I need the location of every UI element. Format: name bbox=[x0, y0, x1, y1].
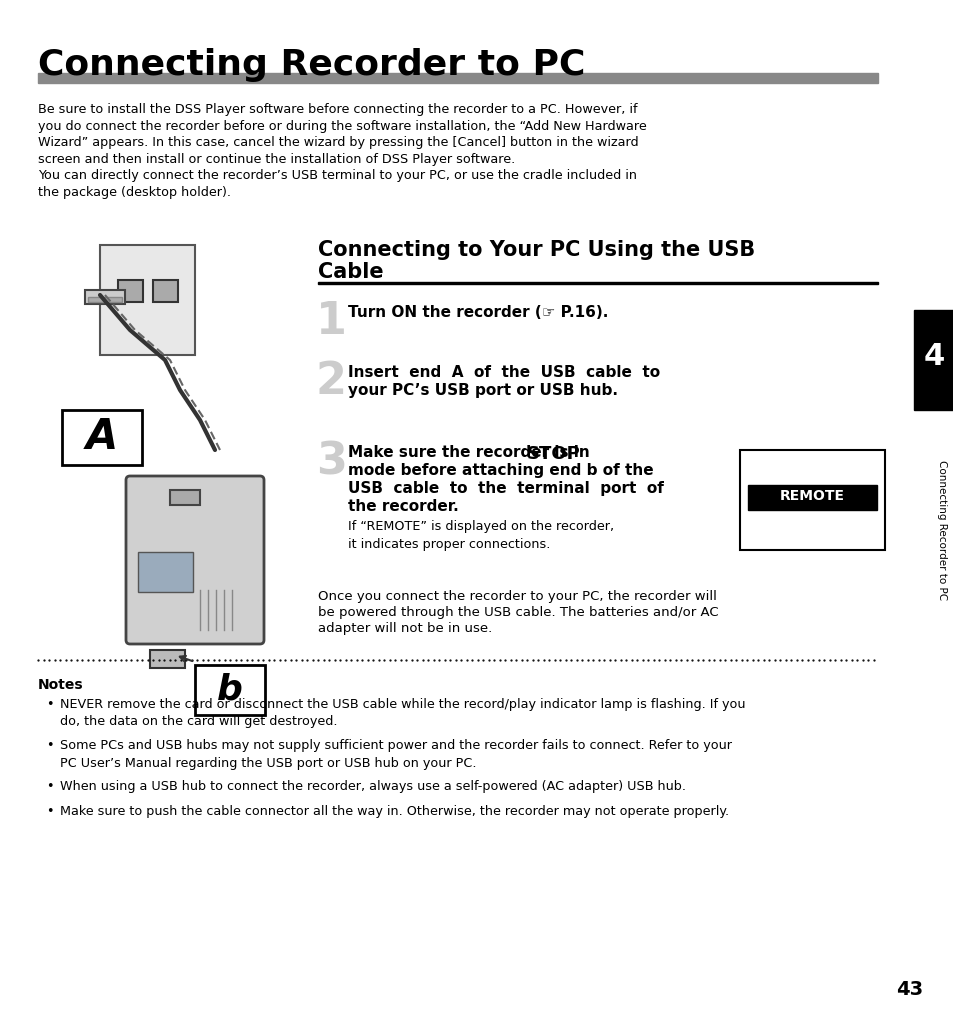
Text: REMOTE: REMOTE bbox=[780, 488, 844, 502]
Bar bbox=[85, 290, 125, 304]
Text: be powered through the USB cable. The batteries and/or AC: be powered through the USB cable. The ba… bbox=[317, 606, 718, 619]
Bar bbox=[317, 282, 877, 284]
Text: Turn ON the recorder (☞ P.16).: Turn ON the recorder (☞ P.16). bbox=[348, 305, 608, 320]
Text: 43: 43 bbox=[896, 980, 923, 999]
Text: adapter will not be in use.: adapter will not be in use. bbox=[317, 622, 492, 635]
Bar bbox=[138, 552, 193, 592]
Text: Connecting Recorder to PC: Connecting Recorder to PC bbox=[38, 48, 585, 82]
Text: Connecting to Your PC Using the USB: Connecting to Your PC Using the USB bbox=[317, 240, 755, 260]
Bar bbox=[100, 245, 194, 355]
Text: NEVER remove the card or disconnect the USB cable while the record/play indicato: NEVER remove the card or disconnect the … bbox=[60, 698, 744, 729]
Text: Insert  end  A  of  the  USB  cable  to: Insert end A of the USB cable to bbox=[348, 365, 659, 380]
Text: 2: 2 bbox=[315, 360, 347, 403]
Bar bbox=[913, 310, 953, 410]
Bar bbox=[150, 650, 185, 668]
Text: Notes: Notes bbox=[38, 678, 84, 692]
Text: When using a USB hub to connect the recorder, always use a self-powered (AC adap: When using a USB hub to connect the reco… bbox=[60, 780, 685, 793]
Text: STOP: STOP bbox=[526, 445, 579, 463]
Bar bbox=[88, 297, 122, 302]
Text: A: A bbox=[86, 416, 118, 458]
Text: Be sure to install the DSS Player software before connecting the recorder to a P: Be sure to install the DSS Player softwa… bbox=[38, 103, 637, 116]
Bar bbox=[38, 73, 877, 83]
Text: Some PCs and USB hubs may not supply sufficient power and the recorder fails to : Some PCs and USB hubs may not supply suf… bbox=[60, 739, 731, 769]
Text: You can directly connect the recorder’s USB terminal to your PC, or use the crad: You can directly connect the recorder’s … bbox=[38, 169, 637, 182]
Text: •: • bbox=[46, 804, 53, 817]
Text: Make sure the recorder is in: Make sure the recorder is in bbox=[348, 445, 595, 460]
Bar bbox=[740, 450, 884, 550]
Text: 3: 3 bbox=[315, 440, 347, 483]
Text: you do connect the recorder before or during the software installation, the “Add: you do connect the recorder before or du… bbox=[38, 119, 646, 132]
Text: Connecting Recorder to PC: Connecting Recorder to PC bbox=[936, 460, 946, 600]
Text: the package (desktop holder).: the package (desktop holder). bbox=[38, 185, 231, 199]
Bar bbox=[152, 280, 178, 302]
Text: •: • bbox=[46, 698, 53, 711]
Text: 4: 4 bbox=[923, 341, 943, 371]
Text: •: • bbox=[46, 739, 53, 752]
Text: If “REMOTE” is displayed on the recorder,
it indicates proper connections.: If “REMOTE” is displayed on the recorder… bbox=[348, 520, 614, 551]
Text: screen and then install or continue the installation of DSS Player software.: screen and then install or continue the … bbox=[38, 153, 515, 165]
Text: Wizard” appears. In this case, cancel the wizard by pressing the [Cancel] button: Wizard” appears. In this case, cancel th… bbox=[38, 136, 638, 149]
Text: the recorder.: the recorder. bbox=[348, 499, 458, 514]
Text: •: • bbox=[46, 780, 53, 793]
Bar bbox=[194, 665, 265, 715]
Bar bbox=[118, 280, 143, 302]
Text: Make sure to push the cable connector all the way in. Otherwise, the recorder ma: Make sure to push the cable connector al… bbox=[60, 804, 728, 817]
Text: b: b bbox=[217, 673, 243, 707]
Text: your PC’s USB port or USB hub.: your PC’s USB port or USB hub. bbox=[348, 383, 618, 398]
FancyBboxPatch shape bbox=[126, 476, 264, 644]
Text: mode before attaching end b of the: mode before attaching end b of the bbox=[348, 463, 653, 478]
Text: Cable: Cable bbox=[317, 262, 383, 282]
Bar bbox=[747, 485, 876, 510]
Bar bbox=[62, 410, 142, 465]
Text: USB  cable  to  the  terminal  port  of: USB cable to the terminal port of bbox=[348, 481, 663, 496]
Bar bbox=[170, 490, 200, 505]
Text: 1: 1 bbox=[315, 300, 347, 343]
Text: Once you connect the recorder to your PC, the recorder will: Once you connect the recorder to your PC… bbox=[317, 590, 716, 603]
